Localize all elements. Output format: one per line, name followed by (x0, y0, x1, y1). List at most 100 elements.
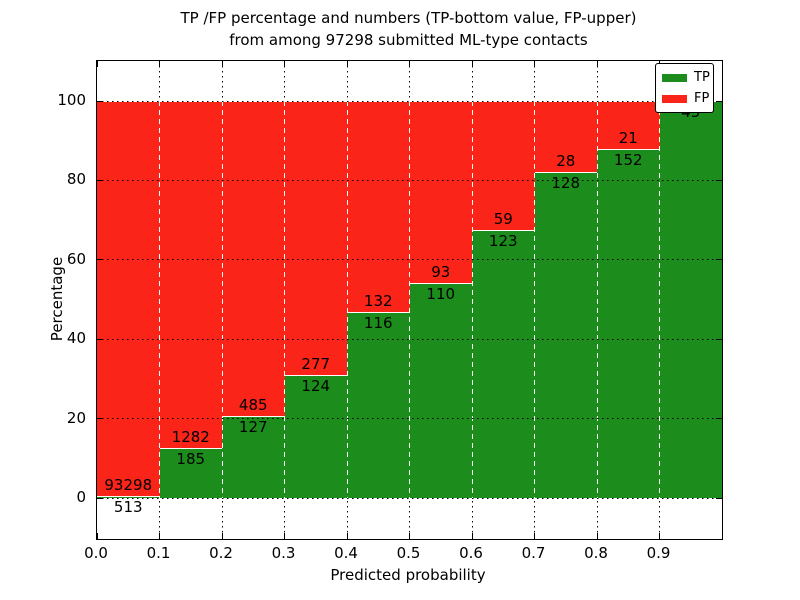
y-tick-label: 40 (66, 329, 86, 348)
fp-count-label-0: 93298 (104, 475, 153, 494)
tp-bar-2 (222, 415, 285, 498)
y-tick-right (716, 179, 722, 181)
y-gridline (97, 259, 722, 261)
tp-bar-6 (472, 229, 535, 498)
fp-bar-8 (597, 101, 660, 150)
fp-count-label-8: 21 (618, 129, 638, 148)
y-tick-right (716, 100, 722, 102)
tp-bar-8 (597, 149, 660, 498)
fp-count-label-2: 485 (238, 395, 268, 414)
tp-bar-7 (534, 172, 597, 498)
y-gridline (97, 338, 722, 340)
bar-separator (659, 101, 660, 498)
y-tick (97, 179, 103, 181)
tp-count-label-3: 124 (301, 377, 331, 396)
plot-area: 93298 513 1282 185 485 127 277 124 132 116 93 110 59… (96, 60, 723, 540)
x-tick-top (221, 61, 223, 67)
y-gridline (97, 418, 722, 420)
x-tick-label: 0.8 (584, 544, 608, 562)
tp-swatch-icon (662, 73, 687, 82)
y-gridline (97, 179, 722, 181)
fp-bar-7 (534, 101, 597, 173)
fp-count-label-3: 277 (301, 355, 331, 374)
tp-bar-9 (659, 101, 722, 498)
fp-count-label-1: 1282 (171, 427, 210, 446)
x-tick (409, 533, 410, 539)
bar-separator (534, 101, 535, 498)
x-tick (471, 533, 473, 539)
bar-separator (471, 101, 473, 498)
x-tick-label: 0.3 (271, 544, 296, 562)
fp-bar-6 (472, 101, 535, 230)
fp-count-label-7: 28 (556, 152, 576, 171)
tp-bar-1 (159, 447, 222, 498)
x-tick (596, 533, 598, 539)
y-tick (97, 338, 103, 340)
x-tick-label: 0.2 (209, 544, 233, 562)
y-tick-label: 60 (66, 249, 86, 268)
y-tick-right (716, 418, 722, 420)
tp-count-label-0: 513 (113, 497, 143, 516)
y-tick-label: 20 (66, 408, 86, 427)
bar-separator (284, 101, 285, 498)
chart-title: TP /FP percentage and numbers (TP-bottom… (96, 7, 721, 51)
fp-bar-5 (409, 101, 472, 283)
x-axis-label: Predicted probability (330, 566, 486, 584)
x-tick-top (409, 61, 410, 67)
x-tick-label: 0.5 (396, 544, 421, 562)
x-tick-top (471, 61, 473, 67)
x-tick (284, 533, 285, 539)
y-tick (97, 418, 103, 420)
y-tick-right (716, 259, 722, 261)
tp-count-label-6: 123 (488, 231, 518, 250)
y-tick (97, 497, 103, 499)
legend-item-fp: FP (662, 92, 709, 105)
x-tick-top (596, 61, 598, 67)
bar-separator (346, 101, 348, 498)
x-tick-label: 0.4 (334, 544, 358, 562)
x-tick (221, 533, 223, 539)
x-tick (659, 533, 660, 539)
y-tick-right (716, 338, 722, 340)
x-tick-label: 0.7 (521, 544, 546, 562)
fp-bar-1 (159, 101, 222, 448)
y-gridline (97, 100, 722, 102)
tp-bar-0 (97, 495, 160, 498)
bar-separator (409, 101, 410, 498)
x-tick-top (534, 61, 535, 67)
x-tick-top (284, 61, 285, 67)
y-tick-right (716, 497, 722, 499)
fp-bar-2 (222, 101, 285, 416)
tp-count-label-5: 110 (426, 284, 456, 303)
y-tick-label: 0 (76, 488, 86, 506)
tp-count-label-4: 116 (363, 314, 393, 333)
y-gridline (97, 497, 722, 499)
tp-count-label-2: 127 (238, 417, 268, 436)
x-tick-top (159, 61, 160, 67)
tp-count-label-1: 185 (176, 449, 206, 468)
chart-title-line2: from among 97298 submitted ML-type conta… (229, 31, 588, 49)
tp-bar-3 (284, 375, 347, 498)
legend-item-tp: TP (662, 71, 710, 84)
fp-count-label-5: 93 (431, 262, 451, 281)
x-tick-label: 0.6 (459, 544, 483, 562)
legend-label-tp: TP (694, 70, 710, 85)
bar-separator (159, 101, 160, 498)
fp-bar-3 (284, 101, 347, 376)
fp-bar-4 (347, 101, 410, 313)
fp-count-label-4: 132 (363, 292, 393, 311)
x-tick-top (346, 61, 348, 67)
x-tick-label: 0.9 (646, 544, 671, 562)
x-tick-top (96, 61, 98, 67)
x-tick-label: 0.1 (146, 544, 171, 562)
tp-count-label-8: 152 (613, 151, 643, 170)
legend: TP FP (655, 63, 714, 113)
x-tick-label: 0.0 (84, 544, 108, 562)
tp-bar-4 (347, 312, 410, 498)
fp-bar-0 (97, 101, 160, 496)
y-tick (97, 259, 103, 261)
fp-count-label-6: 59 (493, 209, 513, 228)
tp-count-label-7: 128 (551, 174, 581, 193)
x-tick (96, 533, 98, 539)
